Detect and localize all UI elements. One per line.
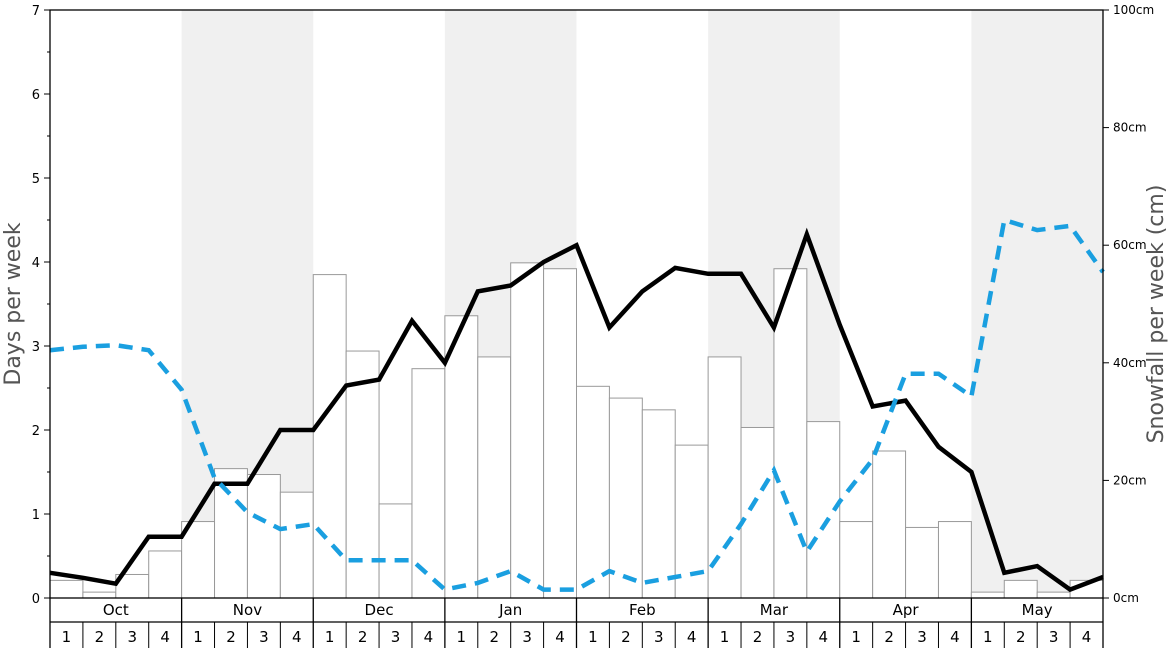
left-tick-label: 0 [32,592,40,607]
left-tick-label: 7 [32,4,40,19]
week-label: 2 [621,628,631,646]
week-label: 1 [193,628,203,646]
week-label: 4 [555,628,565,646]
week-label: 2 [1016,628,1026,646]
week-label: 3 [127,628,137,646]
week-label: 3 [917,628,927,646]
snowfall-bar [148,550,183,599]
month-label: Oct [103,601,129,619]
right-tick-label: 40cm [1113,356,1147,370]
left-tick-label: 4 [32,256,40,271]
month-shade-may [971,10,1103,598]
week-label: 1 [457,628,467,646]
left-tick-label: 6 [32,88,40,103]
month-label: Jan [498,601,522,619]
right-tick-label: 80cm [1113,121,1147,135]
snowfall-bar [49,579,84,599]
week-label: 4 [292,628,302,646]
snowfall-bar [82,591,117,599]
snowfall-bar [312,274,347,599]
week-label: 2 [226,628,236,646]
week-label: 3 [259,628,269,646]
month-label: Apr [893,601,920,619]
snowfall-bar [181,521,216,599]
snowfall-bar [246,474,281,599]
week-label: 2 [753,628,763,646]
snowfall-bar [1036,591,1071,599]
week-label: 2 [95,628,105,646]
week-label: 3 [654,628,664,646]
snowfall-bars [49,262,1104,599]
right-tick-label: 20cm [1113,473,1147,487]
snowfall-bar [510,262,545,599]
snowfall-bar [608,397,643,599]
snowfall-bar [576,385,610,599]
week-label: 4 [1082,628,1092,646]
month-label: Nov [233,601,262,619]
month-label: Dec [365,601,394,619]
y-axis-title-left: Days per week [1,222,26,385]
week-label: 1 [720,628,730,646]
left-tick-label: 3 [32,340,40,355]
week-label: 2 [358,628,368,646]
month-label: Mar [760,601,789,619]
month-label: Feb [629,601,656,619]
week-label: 4 [160,628,170,646]
week-label: 1 [851,628,861,646]
y-axis-title-right: Snowfall per week (cm) [1144,185,1168,444]
left-axis: 0 1 2 3 4 5 6 7 [32,4,50,607]
snowfall-bar [444,315,479,599]
snowfall-bar [872,450,907,599]
snowfall-bar [411,368,446,599]
series-lines [49,217,1105,593]
snowfall-bar [937,521,972,599]
week-label: 4 [424,628,434,646]
month-axis: Oct Nov Dec Jan Feb Mar Apr May [49,598,1104,648]
week-label: 3 [522,628,532,646]
right-tick-label: 60cm [1113,238,1147,252]
week-label: 3 [391,628,401,646]
snowfall-bar [477,356,512,599]
week-label: 4 [950,628,960,646]
week-label: 2 [884,628,894,646]
week-label: 4 [687,628,697,646]
dashed-series-line [49,217,1105,593]
right-tick-label: 0cm [1113,591,1139,605]
right-tick-label: 100cm [1113,3,1154,17]
week-label: 1 [62,628,72,646]
snowfall-bar [279,491,314,599]
snowfall-bar [1003,579,1038,599]
week-label: 1 [325,628,335,646]
snowfall-bar [839,521,874,599]
snowfall-bar [905,526,939,599]
week-label: 4 [819,628,829,646]
snowfall-bar [378,503,413,599]
right-axis: 0cm 20cm 40cm 60cm 80cm 100cm [1103,3,1154,605]
snowfall-bar [740,426,775,599]
week-label: 1 [983,628,993,646]
week-axis: 1 2 3 4 1 2 3 4 1 2 3 4 1 2 3 4 1 2 3 4 1 2 3 4 1 2 3 4 1 2 3 4 [62,622,1092,648]
week-label: 2 [489,628,499,646]
left-tick-label: 1 [32,508,40,523]
snowfall-bar [970,591,1005,599]
week-label: 1 [588,628,598,646]
left-tick-label: 2 [32,424,40,439]
snowfall-bar [543,268,577,599]
snowfall-bar [214,468,248,599]
snowfall-bar [345,350,380,599]
month-label: May [1022,601,1053,619]
snowfall-bar [641,409,676,599]
solid-series-line [49,227,1104,593]
left-tick-label: 5 [32,172,40,187]
week-label: 3 [1049,628,1059,646]
week-label: 3 [786,628,796,646]
snowfall-bar [707,356,742,599]
